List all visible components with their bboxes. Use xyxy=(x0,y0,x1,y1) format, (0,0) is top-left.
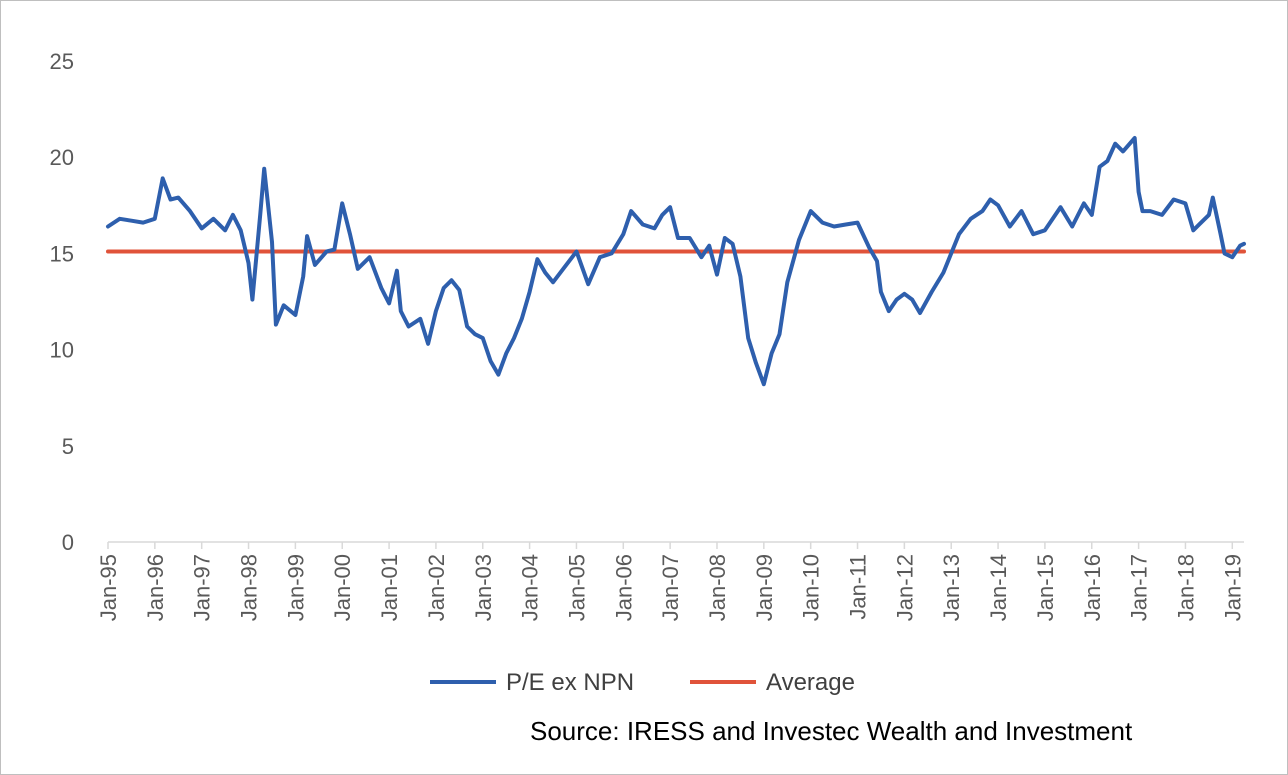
x-tick-label: Jan-10 xyxy=(799,554,824,621)
x-tick-label: Jan-03 xyxy=(471,554,496,621)
x-tick-label: Jan-01 xyxy=(377,554,402,621)
x-tick-label: Jan-96 xyxy=(143,554,168,621)
y-tick-label: 15 xyxy=(50,241,74,266)
x-tick-label: Jan-18 xyxy=(1173,554,1198,621)
y-tick-label: 5 xyxy=(62,434,74,459)
x-tick-label: Jan-09 xyxy=(752,554,777,621)
y-tick-label: 25 xyxy=(50,49,74,74)
x-tick-label: Jan-04 xyxy=(518,554,543,621)
x-tick-label: Jan-05 xyxy=(564,554,589,621)
x-tick-label: Jan-95 xyxy=(96,554,121,621)
legend-item-pe-ex-npn-label: P/E ex NPN xyxy=(506,669,634,696)
x-tick-label: Jan-11 xyxy=(846,554,871,620)
x-tick-label: Jan-14 xyxy=(986,554,1011,621)
x-tick-label: Jan-13 xyxy=(939,554,964,621)
x-tick-label: Jan-08 xyxy=(705,554,730,621)
x-tick-label: Jan-00 xyxy=(330,554,355,621)
x-tick-label: Jan-07 xyxy=(658,554,683,621)
y-tick-label: 10 xyxy=(50,338,74,363)
x-tick-label: Jan-97 xyxy=(190,554,215,621)
legend: P/E ex NPN Average xyxy=(430,669,855,696)
x-tick-label: Jan-17 xyxy=(1127,554,1152,621)
y-tick-label: 20 xyxy=(50,145,74,170)
x-tick-label: Jan-12 xyxy=(892,554,917,621)
x-tick-label: Jan-99 xyxy=(283,554,308,621)
x-tick-label: Jan-15 xyxy=(1033,554,1058,621)
source-note: Source: IRESS and Investec Wealth and In… xyxy=(530,716,1133,746)
x-tick-label: Jan-16 xyxy=(1080,554,1105,621)
plot-area xyxy=(106,136,1246,387)
legend-item-average-label: Average xyxy=(766,669,855,696)
y-tick-label: 0 xyxy=(62,530,74,555)
y-axis: 0 5 10 15 20 25 xyxy=(50,49,74,555)
x-tick-label: Jan-06 xyxy=(611,554,636,621)
x-tick-label: Jan-02 xyxy=(424,554,449,621)
x-tick-label: Jan-98 xyxy=(237,554,262,621)
series-line-pe-ex-npn xyxy=(106,136,1246,387)
x-tick-label: Jan-19 xyxy=(1220,554,1245,621)
x-axis: Jan-95 Jan-96 Jan-97 Jan-98 Jan-99 Jan-00 Jan-… xyxy=(96,541,1245,621)
